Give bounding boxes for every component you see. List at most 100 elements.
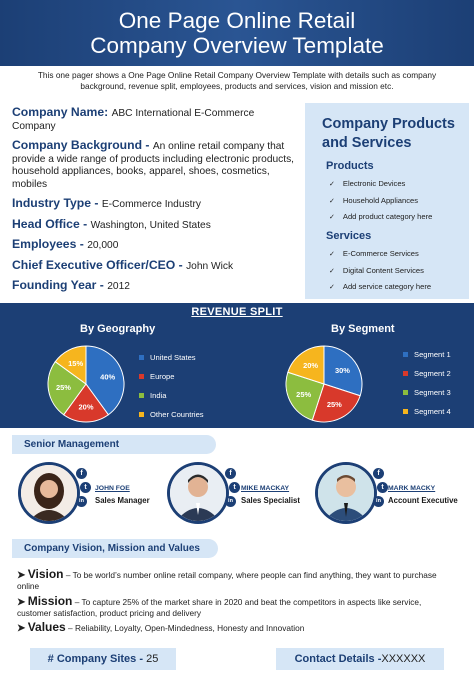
- member-name: JOHN FOE: [95, 485, 130, 492]
- pie-slice-other-countries: [54, 345, 87, 385]
- twitter-icon[interactable]: t: [80, 482, 91, 493]
- facebook-icon[interactable]: f: [373, 468, 384, 479]
- company-info: Company Name: ABC International E-Commer…: [12, 106, 296, 300]
- legend-swatch: [139, 374, 144, 379]
- member-role: Account Executive: [388, 496, 458, 505]
- legend-swatch: [403, 371, 408, 376]
- legend-item: United States: [139, 348, 204, 367]
- avatar: [18, 462, 80, 524]
- list-item: Electronic Devices: [329, 176, 432, 193]
- pie-slice-label: 30%: [335, 366, 350, 375]
- legend-swatch: [403, 390, 408, 395]
- products-heading: Products: [326, 160, 374, 172]
- contact-details-value: XXXXXX: [381, 653, 426, 665]
- values-item: ➤ Values – Reliability, Loyalty, Open-Mi…: [17, 620, 457, 634]
- twitter-icon[interactable]: t: [229, 482, 240, 493]
- avatar-photo: [170, 465, 226, 521]
- info-head-office: Head Office - Washington, United States: [12, 216, 211, 231]
- arrow-right-icon: ➤: [17, 597, 26, 608]
- legend-item: Segment 4: [403, 402, 451, 421]
- info-label: Industry Type: [12, 196, 92, 210]
- legend-item: Segment 3: [403, 383, 451, 402]
- pie-slice-united-states: [85, 345, 125, 416]
- person-male-icon: [318, 465, 374, 521]
- legend-label: United States: [150, 353, 196, 362]
- vision-mission-heading: Company Vision, Mission and Values: [12, 539, 218, 558]
- values-text: – Reliability, Loyalty, Open-Mindedness,…: [68, 623, 305, 633]
- revenue-split-section: REVENUE SPLIT By Geography 40% 20% 25% 15% …: [0, 303, 474, 428]
- avatar-photo: [21, 465, 77, 521]
- legend-swatch: [403, 409, 408, 414]
- products-services-panel: Company Products and Services Products E…: [305, 103, 469, 299]
- products-services-title: Company Products and Services: [322, 116, 455, 151]
- info-value: 2012: [107, 281, 130, 292]
- linkedin-icon[interactable]: in: [373, 496, 384, 507]
- legend-swatch: [139, 393, 144, 398]
- avatar: [167, 462, 229, 524]
- info-label: Company Background: [12, 138, 143, 152]
- facebook-icon[interactable]: f: [225, 468, 236, 479]
- info-label: Head Office: [12, 216, 80, 231]
- pie-slice-segment-4: [287, 345, 325, 385]
- legend-geography: United States Europe India Other Countries: [139, 348, 204, 424]
- linkedin-icon[interactable]: in: [76, 496, 87, 507]
- person-female-icon: [21, 465, 77, 521]
- pie-slice-india: [47, 360, 87, 416]
- pie-chart-geography: 40% 20% 25% 15%: [47, 345, 125, 423]
- products-list: Electronic Devices Household Appliances …: [329, 176, 433, 226]
- pie-slice-label: 25%: [56, 383, 71, 392]
- intro-text: This one pager shows a One Page Online R…: [37, 70, 437, 91]
- pie-slice-segment-3: [285, 371, 325, 421]
- list-item: Add service category here: [329, 279, 431, 296]
- legend-item: Europe: [139, 367, 204, 386]
- info-founding-year: Founding Year - 2012: [12, 278, 130, 292]
- services-list: E-Commerce Services Digital Content Serv…: [329, 246, 431, 296]
- linkedin-icon[interactable]: in: [225, 496, 236, 507]
- services-heading: Services: [326, 230, 372, 242]
- pie-slice-label: 20%: [78, 402, 93, 411]
- pie-slice-segment-2: [311, 383, 361, 423]
- pie-slice-label: 25%: [296, 390, 311, 399]
- company-sites-label: # Company Sites -: [47, 653, 144, 665]
- chart-title-geography: By Geography: [80, 323, 156, 335]
- legend-item: Other Countries: [139, 405, 204, 424]
- member-name: MIKE MACKAY: [241, 485, 290, 492]
- facebook-icon[interactable]: f: [76, 468, 87, 479]
- legend-swatch: [139, 412, 144, 417]
- arrow-right-icon: ➤: [17, 623, 26, 634]
- info-ceo: Chief Executive Officer/CEO - John Wick: [12, 257, 234, 272]
- info-label: Company Name: [12, 105, 105, 119]
- legend-item: Segment 2: [403, 364, 451, 383]
- legend-label: Other Countries: [150, 410, 204, 419]
- contact-details-box: Contact Details -XXXXXX: [276, 648, 444, 670]
- info-value: John Wick: [186, 260, 234, 272]
- mission-text: – To capture 25% of the market share in …: [17, 597, 422, 618]
- values-label: Values: [27, 620, 66, 634]
- info-value: Washington, United States: [90, 219, 211, 231]
- legend-swatch: [403, 352, 408, 357]
- info-value: E-Commerce Industry: [101, 199, 201, 210]
- legend-label: Segment 1: [414, 350, 451, 359]
- pie-chart-segment: 30% 25% 25% 20%: [285, 345, 363, 423]
- info-value: ABC International E-Commerce Company: [12, 108, 255, 132]
- vision-item: ➤ Vision – To be world’s number online r…: [17, 567, 457, 592]
- member-role: Sales Specialist: [241, 496, 300, 505]
- page-title-line2: Company Overview Template: [90, 33, 384, 58]
- legend-segment: Segment 1 Segment 2 Segment 3 Segment 4: [403, 345, 451, 421]
- pie-slice-label: 25%: [327, 400, 342, 409]
- info-label: Founding Year: [12, 278, 97, 292]
- list-item: E-Commerce Services: [329, 246, 431, 263]
- pie-slice-label: 40%: [100, 372, 115, 381]
- list-item: Household Appliances: [329, 193, 432, 210]
- vision-label: Vision: [27, 567, 64, 581]
- legend-swatch: [139, 355, 144, 360]
- header-banner: One Page Online Retail Company Overview …: [0, 0, 474, 66]
- legend-label: Segment 3: [414, 388, 451, 397]
- avatar-photo: [318, 465, 374, 521]
- twitter-icon[interactable]: t: [377, 482, 388, 493]
- info-company-background: Company Background - An online retail co…: [12, 138, 295, 190]
- info-label: Employees: [12, 237, 77, 251]
- list-item: Add product category here: [329, 209, 433, 226]
- member-name: MARK MACKY: [388, 485, 436, 492]
- pie-slice-segment-1: [323, 345, 363, 397]
